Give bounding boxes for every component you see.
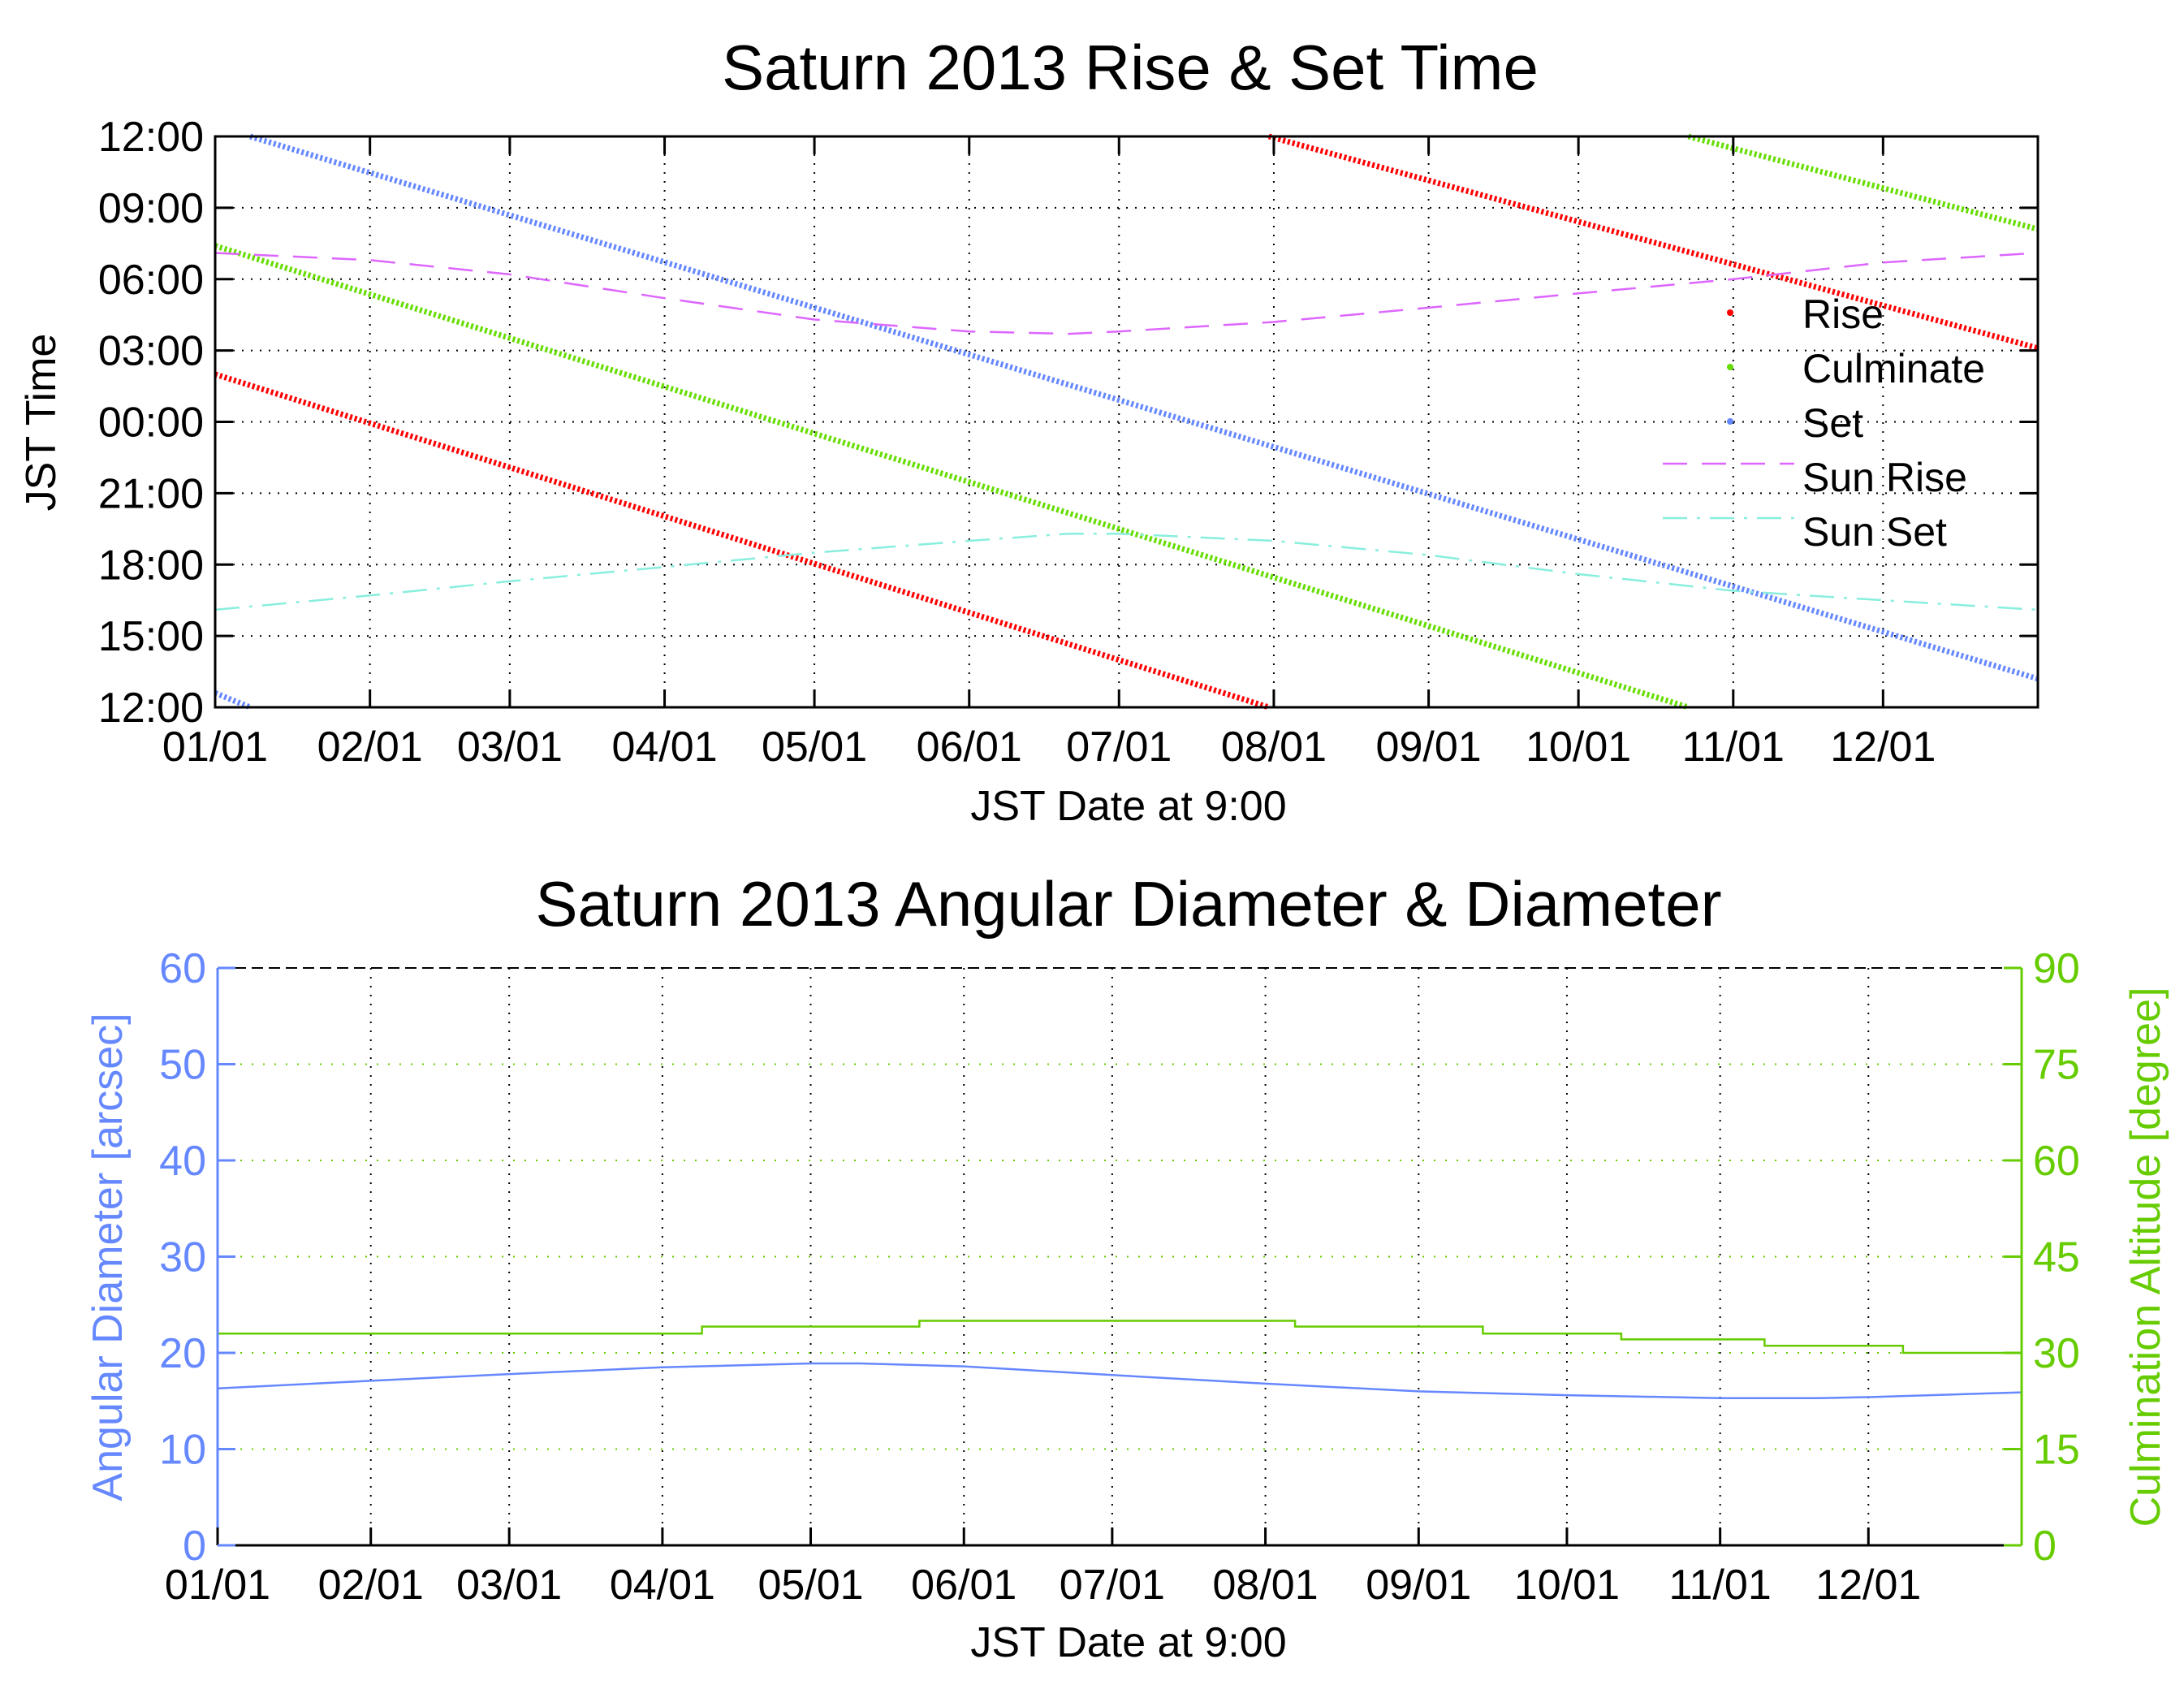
- chart-1-y-tick-label: 18:00: [98, 542, 204, 589]
- chart-2-x-tick-label: 04/01: [610, 1562, 715, 1609]
- chart-2-x-tick-label: 12/01: [1815, 1562, 1921, 1609]
- chart-1-x-tick-label: 04/01: [611, 724, 717, 771]
- chart-2-left-y-tick-label: 0: [183, 1523, 206, 1570]
- series-culminate-line: [214, 243, 1690, 711]
- chart-2-left-y-tick-label: 10: [159, 1427, 206, 1474]
- chart-2-x-tick-label: 02/01: [318, 1562, 424, 1609]
- chart-2-x-axis-label: JST Date at 9:00: [970, 1619, 1286, 1666]
- chart-2-right-y-ticks: 0 15 30 45 60 75 90: [2004, 945, 2080, 1570]
- chart-1-x-tick-label: 09/01: [1376, 724, 1482, 771]
- chart-1-grid: [215, 136, 2038, 707]
- chart-1-x-tick-label: 10/01: [1526, 724, 1631, 771]
- angular-diameter-chart: Saturn 2013 Angular Diameter & Diameter …: [84, 868, 2169, 1666]
- chart-2-left-y-ticks: 0 10 20 30 40 50 60: [159, 945, 235, 1570]
- chart-2-x-tick-label: 09/01: [1366, 1562, 1471, 1609]
- chart-1-y-tick-label: 09:00: [98, 185, 204, 232]
- chart-1-x-tick-label: 05/01: [762, 724, 867, 771]
- chart-2-right-y-tick-label: 30: [2033, 1330, 2080, 1377]
- chart-2-left-y-tick-label: 20: [159, 1330, 206, 1377]
- series-sun-rise-line: [214, 252, 2039, 335]
- legend-set-marker: [1727, 418, 1733, 425]
- chart-2-x-ticks: 01/01 02/01 03/01 04/01 05/01 06/01 07/01 08/01…: [165, 1527, 1921, 1609]
- chart-2-x-tick-label: 08/01: [1213, 1562, 1319, 1609]
- chart-2-x-tick-label: 01/01: [165, 1562, 270, 1609]
- series-rise-line: [1267, 133, 2039, 352]
- chart-1-x-tick-label: 06/01: [917, 724, 1022, 771]
- legend-sun-set-label: Sun Set: [1802, 509, 1947, 555]
- angular-diameter-line: [217, 1362, 2022, 1399]
- chart-2-right-y-tick-label: 15: [2033, 1427, 2080, 1474]
- series-rise-line: [214, 371, 1270, 711]
- chart-1-y-tick-label: 12:00: [98, 114, 204, 161]
- chart-1-y-tick-label: 06:00: [98, 257, 204, 304]
- chart-1-y-tick-label: 00:00: [98, 400, 204, 447]
- chart-1-x-tick-label: 07/01: [1066, 724, 1172, 771]
- chart-1-y-tick-label: 12:00: [98, 685, 204, 732]
- chart-1-y-axis-label: JST Time: [18, 334, 65, 512]
- chart-2-frame: [218, 966, 2022, 1545]
- chart-2-right-y-tick-label: 0: [2033, 1523, 2057, 1570]
- chart-1-x-tick-label: 11/01: [1682, 724, 1785, 771]
- chart-1-x-tick-label: 03/01: [457, 724, 563, 771]
- chart-2-left-y-axis-label: Angular Diameter [arcsec]: [84, 1013, 132, 1501]
- chart-1-x-tick-label: 12/01: [1830, 724, 1936, 771]
- chart-1-y-tick-label: 21:00: [98, 470, 204, 517]
- chart-2-right-y-tick-label: 75: [2033, 1042, 2080, 1089]
- chart-1-x-tick-label: 01/01: [162, 724, 268, 771]
- legend-rise-marker: [1727, 309, 1733, 316]
- legend-culminate-marker: [1727, 364, 1733, 370]
- chart-2-plot-area: [217, 1320, 2022, 1399]
- chart-2-grid: [218, 968, 2022, 1545]
- chart-1-y-tick-label: 15:00: [98, 613, 204, 660]
- rise-set-chart: Saturn 2013 Rise & Set Time 01/01 02/01 03…: [18, 32, 2039, 830]
- series-set-line: [214, 690, 252, 711]
- chart-2-x-tick-label: 07/01: [1060, 1562, 1165, 1609]
- chart-2-x-tick-label: 11/01: [1669, 1562, 1772, 1609]
- series-sun-set-line: [214, 532, 2039, 611]
- legend-set-label: Set: [1802, 400, 1863, 446]
- chart-1-x-tick-label: 02/01: [317, 724, 423, 771]
- chart-1-plot-area: [214, 133, 2039, 711]
- chart-2-right-y-tick-label: 90: [2033, 945, 2080, 992]
- chart-2-x-tick-label: 10/01: [1514, 1562, 1620, 1609]
- chart-2-x-tick-label: 06/01: [911, 1562, 1016, 1609]
- chart-1-title: Saturn 2013 Rise & Set Time: [722, 32, 1539, 103]
- legend-culminate-label: Culminate: [1802, 346, 1985, 391]
- chart-2-left-y-tick-label: 30: [159, 1234, 206, 1281]
- chart-1-legend: Rise Culminate Set Sun Rise Sun Set: [1663, 292, 1985, 555]
- chart-2-x-tick-label: 03/01: [456, 1562, 562, 1609]
- series-set-line: [249, 133, 2039, 682]
- chart-1-x-tick-label: 08/01: [1221, 724, 1327, 771]
- legend-sun-rise-label: Sun Rise: [1802, 455, 1967, 500]
- chart-1-y-ticks: 12:00 15:00 18:00 21:00 00:00 03:00 06:00 09:00…: [98, 114, 2038, 732]
- series-culminate-line: [1687, 133, 2039, 232]
- chart-2-left-y-tick-label: 40: [159, 1138, 206, 1185]
- chart-2-title: Saturn 2013 Angular Diameter & Diameter: [535, 868, 1721, 940]
- culmination-altitude-line: [218, 1320, 2022, 1354]
- chart-1-x-ticks: 01/01 02/01 03/01 04/01 05/01 06/01 07/01 08/01…: [162, 136, 1936, 771]
- chart-2-right-y-tick-label: 60: [2033, 1138, 2080, 1185]
- chart-1-x-axis-label: JST Date at 9:00: [970, 783, 1286, 830]
- chart-2-left-y-tick-label: 60: [159, 945, 206, 992]
- chart-2-right-y-axis-label: Culmination Altitude [degree]: [2122, 987, 2169, 1527]
- legend-rise-label: Rise: [1802, 292, 1884, 337]
- chart-2-left-y-tick-label: 50: [159, 1042, 206, 1089]
- chart-2-right-y-tick-label: 45: [2033, 1234, 2080, 1281]
- chart-2-x-tick-label: 05/01: [757, 1562, 863, 1609]
- chart-1-y-tick-label: 03:00: [98, 328, 204, 375]
